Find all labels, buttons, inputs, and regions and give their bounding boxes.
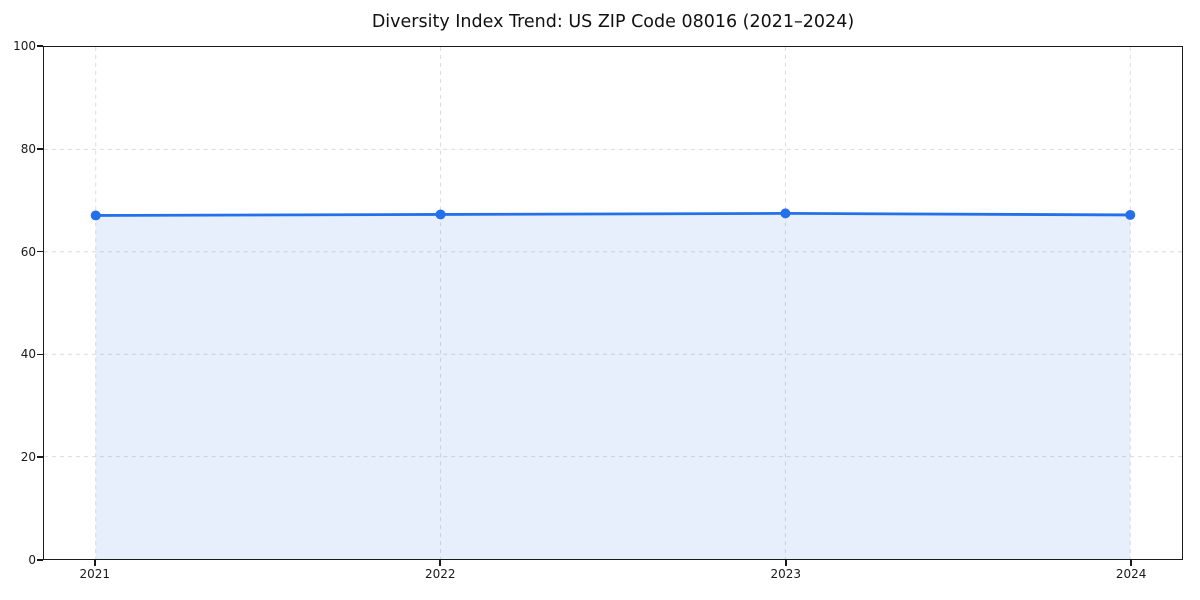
y-tick-mark — [37, 456, 43, 458]
plot-area — [43, 46, 1183, 560]
y-tick-mark — [37, 250, 43, 253]
y-tick-label: 40 — [20, 347, 36, 362]
y-tick-label: 20 — [20, 450, 36, 465]
data-point — [780, 208, 791, 219]
x-tick-mark — [1130, 560, 1132, 566]
y-tick-label: 0 — [28, 553, 36, 567]
x-tick-mark — [784, 560, 787, 566]
x-tick-label: 2022 — [424, 567, 456, 581]
area-fill — [95, 213, 1131, 559]
x-tick-label: 2024 — [1115, 567, 1147, 581]
x-tick-label: 2023 — [770, 567, 801, 581]
chart-canvas — [44, 47, 1182, 559]
y-tick-label: 80 — [20, 141, 36, 156]
data-point — [1125, 209, 1136, 220]
y-tick-label: 60 — [20, 244, 36, 259]
y-tick-label: 100 — [13, 39, 36, 53]
y-tick-mark — [37, 559, 43, 561]
x-tick-mark — [94, 560, 96, 566]
trend-line — [94, 212, 1132, 217]
x-tick-label: 2021 — [79, 567, 111, 581]
chart-title: Diversity Index Trend: US ZIP Code 08016… — [371, 12, 855, 32]
x-tick-mark — [439, 560, 442, 566]
y-tick-mark — [37, 353, 43, 356]
data-point — [435, 209, 446, 220]
y-tick-mark — [37, 45, 43, 47]
data-point — [90, 210, 101, 221]
y-tick-mark — [37, 148, 43, 150]
